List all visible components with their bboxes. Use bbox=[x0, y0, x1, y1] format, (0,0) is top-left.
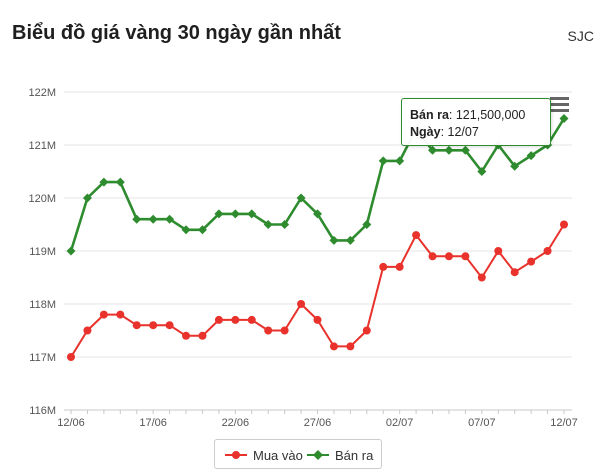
y-tick-label: 117M bbox=[29, 352, 56, 364]
data-point-sell bbox=[280, 220, 290, 229]
y-tick-label: 122M bbox=[28, 87, 56, 99]
data-point-sell bbox=[66, 246, 76, 256]
data-point-sell bbox=[526, 151, 536, 161]
data-point-sell bbox=[510, 161, 520, 171]
data-point-sell bbox=[428, 145, 438, 155]
data-point-sell bbox=[444, 145, 454, 155]
x-tick-label: 02/07 bbox=[386, 417, 414, 429]
series-line-buy bbox=[70, 223, 565, 358]
data-point-buy bbox=[477, 273, 486, 282]
menu-icon[interactable] bbox=[550, 97, 569, 112]
tooltip-date-value: 12/07 bbox=[447, 125, 479, 139]
data-point-buy bbox=[149, 321, 158, 330]
data-point-sell bbox=[460, 145, 470, 155]
data-point-sell bbox=[313, 209, 322, 219]
data-point-buy bbox=[395, 262, 404, 271]
data-point-sell bbox=[82, 193, 92, 203]
data-point-buy bbox=[494, 247, 503, 255]
data-point-buy bbox=[264, 326, 273, 335]
data-point-buy bbox=[247, 315, 256, 324]
legend-sell-label: Bán ra bbox=[335, 447, 374, 463]
data-point-buy bbox=[182, 331, 191, 340]
data-point-buy bbox=[297, 300, 306, 308]
data-point-sell bbox=[99, 177, 109, 187]
y-tick-label: 121M bbox=[28, 140, 56, 152]
legend-item-buy[interactable]: Mua vào bbox=[225, 447, 303, 463]
data-point-sell bbox=[181, 225, 191, 235]
data-point-buy bbox=[329, 342, 338, 351]
x-tick-label: 17/06 bbox=[139, 417, 167, 429]
data-point-sell bbox=[329, 235, 339, 245]
data-point-buy bbox=[346, 342, 355, 351]
data-point-buy bbox=[428, 252, 437, 261]
tooltip-sell-value: 121,500,000 bbox=[455, 108, 526, 122]
chart-title: Biểu đồ giá vàng 30 ngày gần nhất bbox=[12, 22, 341, 44]
data-point-buy bbox=[560, 220, 568, 229]
data-point-sell bbox=[165, 214, 175, 224]
data-point-buy bbox=[543, 247, 552, 255]
data-point-sell bbox=[345, 235, 355, 245]
data-tooltip: Bán ra: 121,500,000 Ngày: 12/07 bbox=[401, 98, 551, 146]
data-point-buy bbox=[379, 262, 388, 271]
tooltip-sell-label: Bán ra bbox=[410, 108, 449, 122]
x-tick-label: 07/07 bbox=[468, 417, 496, 429]
data-point-buy bbox=[231, 315, 240, 324]
y-tick-label: 118M bbox=[29, 299, 56, 311]
data-point-buy bbox=[313, 315, 322, 324]
data-point-sell bbox=[395, 156, 405, 166]
x-tick-label: 12/06 bbox=[57, 417, 85, 429]
data-point-buy bbox=[198, 331, 207, 340]
data-point-sell bbox=[214, 209, 224, 219]
data-point-sell bbox=[230, 209, 240, 219]
data-point-sell bbox=[132, 214, 142, 224]
data-point-sell bbox=[378, 156, 388, 166]
tooltip-date-label: Ngày bbox=[410, 125, 441, 139]
y-tick-label: 116M bbox=[29, 405, 56, 417]
data-point-buy bbox=[165, 321, 174, 330]
data-point-buy bbox=[280, 326, 289, 335]
legend-sell-swatch bbox=[307, 450, 329, 460]
data-point-buy bbox=[362, 326, 371, 335]
data-point-sell bbox=[296, 193, 306, 203]
y-tick-label: 119M bbox=[29, 246, 56, 258]
legend-buy-swatch bbox=[225, 451, 247, 459]
x-tick-label: 27/06 bbox=[304, 417, 332, 429]
data-point-buy bbox=[116, 310, 125, 319]
y-tick-label: 120M bbox=[28, 193, 56, 205]
data-point-buy bbox=[510, 268, 519, 277]
x-tick-label: 12/07 bbox=[550, 417, 578, 429]
data-point-buy bbox=[412, 231, 421, 240]
data-point-buy bbox=[461, 252, 470, 261]
data-point-buy bbox=[527, 257, 536, 266]
data-point-sell bbox=[559, 114, 569, 123]
legend-buy-label: Mua vào bbox=[253, 447, 303, 463]
data-point-buy bbox=[132, 321, 141, 330]
data-point-sell bbox=[115, 177, 125, 187]
data-point-buy bbox=[214, 315, 223, 324]
data-point-sell bbox=[197, 225, 207, 235]
data-point-sell bbox=[477, 167, 487, 176]
data-point-buy bbox=[444, 252, 453, 261]
chart-legend: Mua vào Bán ra bbox=[214, 439, 382, 469]
data-point-sell bbox=[247, 209, 257, 219]
x-tick-label: 22/06 bbox=[222, 417, 250, 429]
data-point-sell bbox=[362, 220, 372, 229]
data-point-buy bbox=[83, 326, 92, 335]
data-point-sell bbox=[148, 214, 158, 224]
data-point-sell bbox=[263, 220, 273, 229]
legend-item-sell[interactable]: Bán ra bbox=[307, 447, 373, 463]
data-point-buy bbox=[67, 353, 75, 361]
data-point-buy bbox=[99, 310, 108, 319]
brand-label: SJC bbox=[567, 28, 594, 44]
